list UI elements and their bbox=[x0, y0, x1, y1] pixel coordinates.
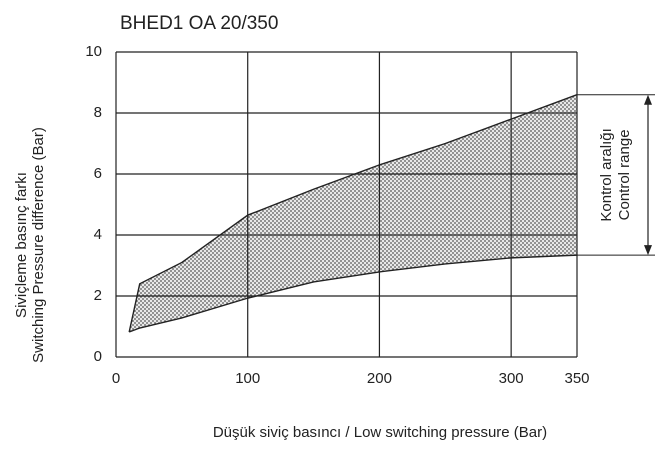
annotation: Kontrol aralığı bbox=[598, 128, 615, 221]
x-axis-label: Düşük siviç basıncı / Low switching pres… bbox=[213, 424, 547, 441]
x-tick-label: 200 bbox=[367, 370, 392, 387]
y-tick-label: 4 bbox=[94, 226, 102, 243]
x-tick-label: 350 bbox=[564, 370, 589, 387]
band-fill bbox=[129, 94, 577, 332]
x-tick-label: 0 bbox=[112, 370, 120, 387]
y-tick-label: 8 bbox=[94, 104, 102, 121]
x-tick-label: 100 bbox=[235, 370, 260, 387]
y-axis-label: Switching Pressure difference (Bar) bbox=[30, 127, 47, 363]
x-tick-label: 300 bbox=[499, 370, 524, 387]
y-axis-label: Siviçleme basınç farkı bbox=[13, 172, 30, 318]
y-tick-label: 10 bbox=[85, 43, 102, 60]
chart-title: BHED1 OA 20/350 bbox=[120, 13, 278, 34]
arrow-head bbox=[644, 94, 652, 105]
band-edge bbox=[128, 254, 578, 333]
annotation: Control range bbox=[616, 129, 633, 220]
arrow-head bbox=[644, 245, 652, 256]
y-tick-label: 0 bbox=[94, 348, 102, 365]
band-edge bbox=[128, 94, 578, 333]
y-tick-label: 2 bbox=[94, 287, 102, 304]
y-tick-label: 6 bbox=[94, 165, 102, 182]
